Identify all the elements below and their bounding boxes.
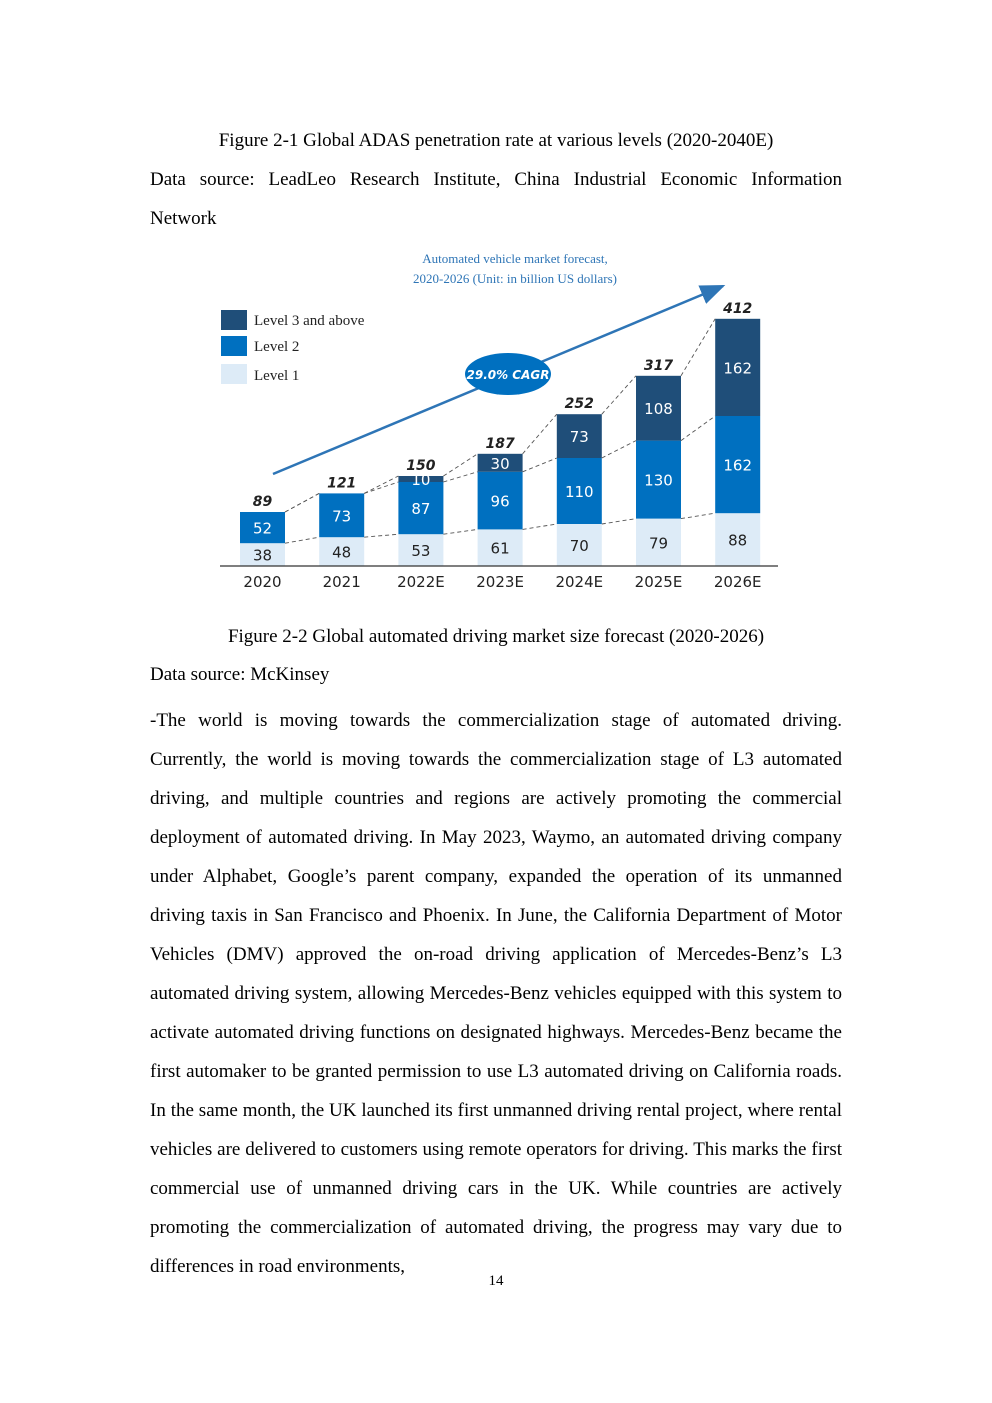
figure-1-source-line-2: Network — [150, 208, 217, 229]
data-label-level-3-2024E: 73 — [570, 428, 589, 446]
bar-level-1-2020 — [240, 543, 285, 566]
total-label-2023E: 187 — [485, 436, 514, 452]
connector-level-1-6 — [680, 512, 716, 520]
data-label-level-2-2026E: 162 — [723, 457, 752, 475]
legend-swatch-level-2 — [221, 336, 247, 356]
data-label-level-2-2024E: 110 — [565, 483, 594, 501]
total-label-2020: 89 — [253, 494, 273, 510]
data-label-level-2-2022E: 87 — [411, 500, 430, 518]
connector-level-1-5 — [601, 518, 637, 525]
page-number: 14 — [488, 1273, 504, 1289]
connector-level-1-4 — [522, 523, 557, 530]
bar-level-2-2024E — [556, 458, 602, 524]
legend-swatch-level-1 — [221, 364, 247, 384]
total-label-2021: 121 — [327, 475, 356, 491]
figure-2-source: Data source: McKinsey — [150, 664, 330, 685]
x-tick-label-2022E: 2022E — [397, 573, 445, 591]
connector-level-2-2 — [364, 481, 399, 494]
bar-level-1-2025E — [636, 518, 681, 566]
data-label-level-2-2021: 73 — [332, 507, 351, 525]
data-label-level-1-2021: 48 — [332, 544, 351, 562]
x-tick-label-2020: 2020 — [243, 573, 281, 591]
connector-level-2-6 — [680, 415, 716, 441]
data-label-level-3-2026E: 162 — [723, 359, 752, 377]
figure-2-caption: Figure 2-2 Global automated driving mark… — [227, 626, 765, 647]
bar-level-2-2022E — [398, 482, 444, 535]
chart-legend: Level 3 and above Level 2 Level 1 — [221, 310, 365, 384]
figure-1-source-line-1: Data source: LeadLeo Research Institute,… — [150, 169, 842, 190]
total-label-2024E: 252 — [565, 396, 594, 412]
connector-level-1-3 — [443, 528, 478, 535]
data-label-level-1-2024E: 70 — [570, 537, 589, 555]
bar-level-3-2024E — [556, 414, 602, 458]
x-tick-label-2023E: 2023E — [476, 573, 524, 591]
connector-total-3 — [443, 453, 478, 477]
connector-level-2-4 — [522, 457, 557, 473]
connector-level-2-3 — [443, 471, 478, 483]
bar-level-1-2024E — [556, 524, 602, 566]
legend-label-level-1: Level 1 — [254, 368, 299, 384]
data-label-level-1-2023E: 61 — [491, 540, 510, 558]
total-label-2026E: 412 — [722, 301, 752, 317]
x-tick-label-2025E: 2025E — [635, 573, 683, 591]
data-label-level-3-2023E: 30 — [491, 455, 510, 473]
total-label-2022E: 150 — [406, 458, 435, 474]
market-forecast-chart: Automated vehicle market forecast, 2020-… — [220, 251, 778, 591]
bar-level-2-2026E — [715, 416, 761, 514]
bar-level-2-2023E — [477, 471, 523, 530]
data-label-level-2-2023E: 96 — [491, 493, 510, 511]
connector-level-2-1 — [284, 493, 320, 513]
x-tick-label-2026E: 2026E — [714, 573, 762, 591]
bar-level-1-2026E — [715, 513, 761, 566]
connector-level-1-1 — [284, 536, 320, 544]
x-tick-label-2021: 2021 — [323, 573, 361, 591]
bar-level-2-2020 — [240, 512, 285, 544]
x-tick-label-2024E: 2024E — [555, 573, 603, 591]
bar-level-3-2022E — [398, 476, 444, 482]
data-label-level-1-2020: 38 — [253, 547, 272, 565]
legend-swatch-level-3 — [221, 310, 247, 330]
data-label-level-3-2025E: 108 — [644, 400, 673, 418]
data-label-level-1-2022E: 53 — [411, 542, 430, 560]
connector-total-2 — [363, 475, 399, 494]
connector-total-4 — [522, 413, 558, 455]
data-label-level-2-2020: 52 — [253, 520, 272, 538]
bar-level-1-2021 — [319, 537, 365, 566]
connector-level-2-5 — [601, 440, 637, 459]
data-label-level-2-2025E: 130 — [644, 472, 673, 490]
legend-label-level-3: Level 3 and above — [254, 313, 365, 329]
bar-level-1-2022E — [398, 534, 444, 566]
total-label-2025E: 317 — [644, 358, 673, 374]
cagr-label: 29.0% CAGR — [467, 368, 550, 382]
data-label-level-1-2026E: 88 — [728, 532, 747, 550]
bar-level-2-2025E — [636, 440, 681, 519]
connector-total-6 — [680, 318, 716, 377]
chart-title-line-1: Automated vehicle market forecast, — [422, 251, 608, 266]
bar-level-3-2023E — [477, 453, 523, 472]
connector-total-1 — [284, 493, 320, 513]
bar-level-2-2021 — [319, 493, 365, 538]
figure-1-caption: Figure 2-1 Global ADAS penetration rate … — [218, 130, 774, 151]
connector-total-5 — [601, 375, 637, 415]
bar-level-1-2023E — [477, 529, 523, 566]
body-paragraph: -The world is moving towards the commerc… — [150, 710, 842, 1277]
data-label-level-3-2022E: 10 — [411, 471, 430, 489]
legend-label-level-2: Level 2 — [254, 339, 299, 355]
bar-level-3-2026E — [715, 318, 761, 416]
cagr-badge — [465, 353, 551, 395]
chart-title-line-2: 2020-2026 (Unit: in billion US dollars) — [413, 271, 617, 286]
connector-level-1-2 — [364, 533, 399, 538]
data-label-level-1-2025E: 79 — [649, 534, 668, 552]
bar-level-3-2025E — [636, 375, 681, 441]
